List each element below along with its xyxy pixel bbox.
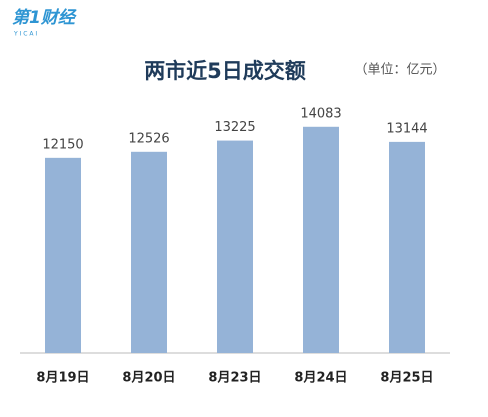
chart-subtitle: （单位：亿元） (354, 63, 445, 78)
x-tick-label: 8月24日 (294, 371, 347, 386)
bar (303, 126, 339, 353)
chart-title: 两市近5日成交额 (144, 59, 306, 83)
x-tick-label: 8月20日 (122, 371, 175, 386)
data-label: 13225 (214, 120, 255, 135)
bar (217, 140, 253, 353)
logo: 第1财经 (12, 8, 77, 28)
logo-subtext: Y I C A I (13, 31, 37, 38)
data-label: 13144 (386, 121, 427, 136)
bar (389, 141, 425, 353)
bar (131, 151, 167, 353)
bar (45, 157, 81, 353)
x-tick-label: 8月25日 (380, 371, 433, 386)
x-tick-label: 8月23日 (208, 371, 261, 386)
x-tick-label: 8月19日 (36, 371, 89, 386)
data-label: 12526 (128, 131, 169, 146)
data-label: 14083 (300, 106, 341, 121)
data-label: 12150 (42, 137, 83, 152)
